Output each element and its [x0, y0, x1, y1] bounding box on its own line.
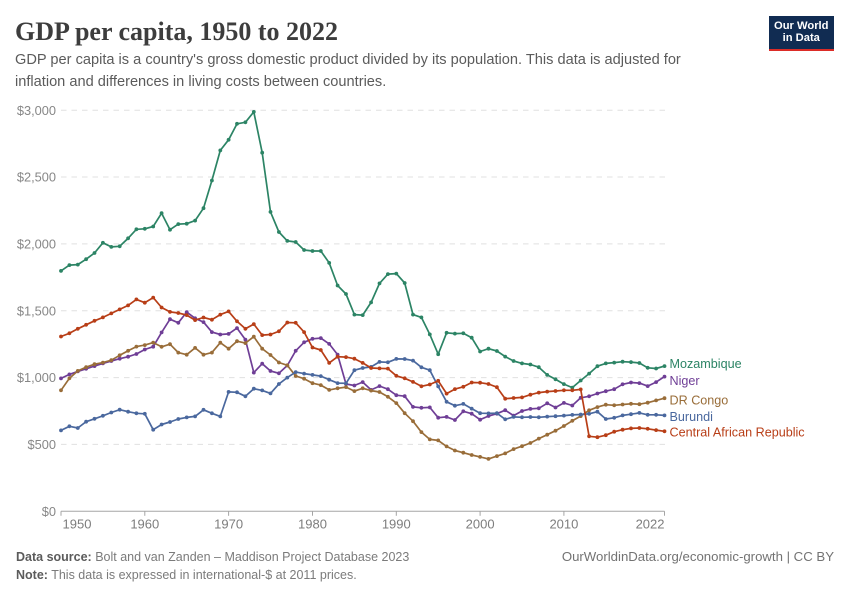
svg-text:1950: 1950	[63, 517, 92, 532]
svg-text:$2,500: $2,500	[17, 170, 56, 185]
svg-text:$3,000: $3,000	[17, 103, 56, 118]
svg-text:2010: 2010	[549, 517, 578, 532]
svg-text:Central African Republic: Central African Republic	[670, 425, 805, 439]
svg-text:1960: 1960	[130, 517, 159, 532]
svg-text:$2,000: $2,000	[17, 237, 56, 252]
svg-text:1970: 1970	[214, 517, 243, 532]
svg-text:Mozambique: Mozambique	[670, 357, 742, 371]
svg-text:2022: 2022	[636, 517, 665, 532]
svg-text:1980: 1980	[298, 517, 327, 532]
svg-text:2000: 2000	[466, 517, 495, 532]
svg-text:Niger: Niger	[670, 374, 700, 388]
svg-text:$1,000: $1,000	[17, 370, 56, 385]
svg-text:$500: $500	[28, 437, 56, 452]
svg-text:1990: 1990	[382, 517, 411, 532]
svg-text:$1,500: $1,500	[17, 303, 56, 318]
svg-text:$0: $0	[42, 504, 56, 519]
svg-text:DR Congo: DR Congo	[670, 393, 729, 407]
svg-text:Burundi: Burundi	[670, 410, 713, 424]
